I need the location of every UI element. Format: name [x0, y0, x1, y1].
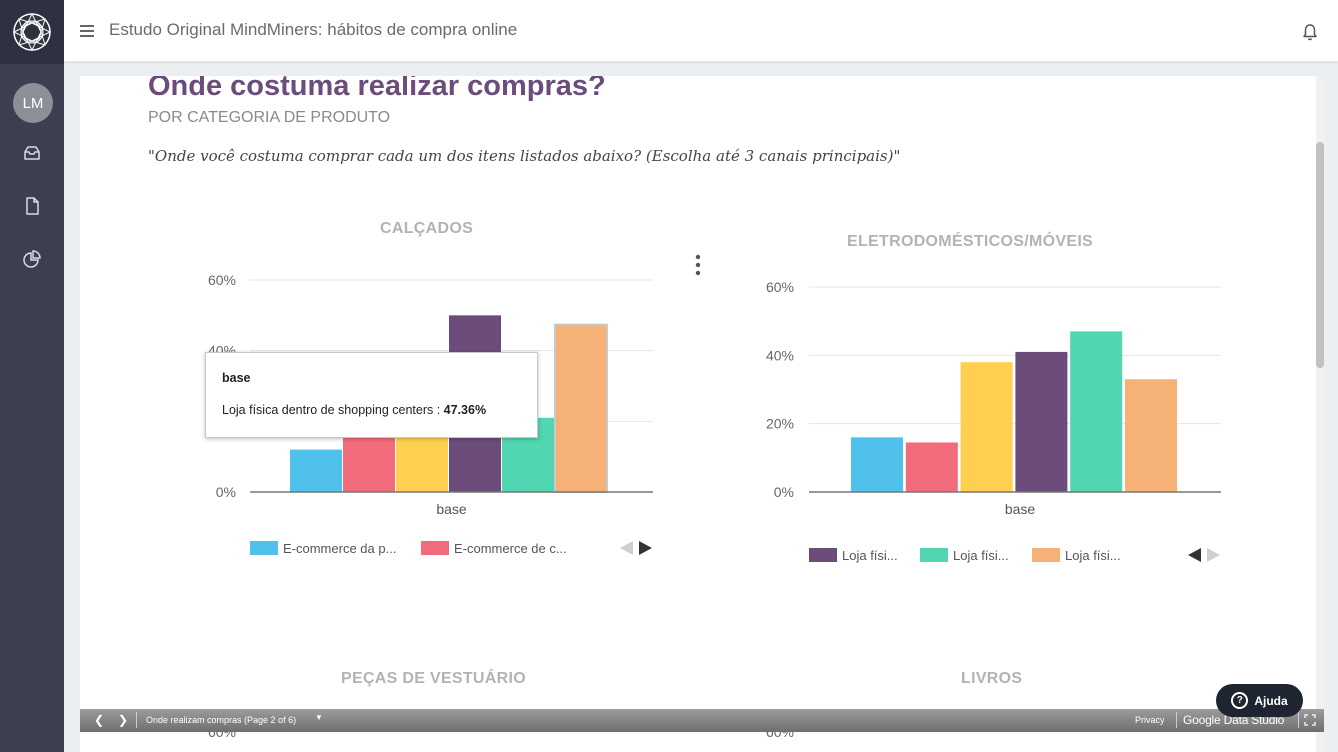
report-canvas: Onde costuma realizar compras? POR CATEG… — [80, 76, 1316, 752]
footer-divider — [1176, 712, 1177, 728]
bar — [960, 362, 1013, 492]
fullscreen-icon[interactable] — [1304, 714, 1316, 728]
pie-chart-icon[interactable] — [22, 249, 42, 269]
page-title: Onde costuma realizar compras? — [148, 76, 606, 102]
chart-title-livros: LIVROS — [961, 670, 1023, 687]
prev-page-icon[interactable]: ❮ — [94, 713, 105, 727]
hamburger-menu-icon[interactable] — [80, 24, 94, 37]
avatar[interactable]: LM — [13, 83, 53, 123]
legend-label: Loja físi... — [1065, 548, 1121, 563]
bar — [851, 437, 903, 492]
y-tick-label: 0% — [216, 484, 236, 500]
page-subtitle: POR CATEGORIA DE PRODUTO — [148, 109, 391, 126]
legend-prev-icon[interactable] — [620, 541, 633, 555]
chart-title-calcados: CALÇADOS — [380, 220, 474, 237]
legend-swatch — [920, 548, 948, 562]
footer-divider — [136, 712, 137, 728]
help-label: Ajuda — [1254, 693, 1288, 708]
chevron-down-icon[interactable]: ▼ — [315, 713, 323, 722]
mindminers-logo-icon[interactable] — [0, 0, 64, 64]
next-page-icon[interactable]: ❯ — [118, 713, 129, 727]
legend-label: E-commerce da p... — [283, 541, 396, 556]
document-icon[interactable] — [22, 196, 42, 216]
y-tick-label: 60% — [208, 272, 236, 288]
chart-tooltip: base Loja física dentro de shopping cent… — [205, 352, 538, 438]
bar — [1070, 331, 1123, 492]
x-tick-label: base — [1005, 501, 1036, 517]
tooltip-label: Loja física dentro de shopping centers : — [222, 403, 444, 417]
legend-prev-icon[interactable] — [1188, 548, 1201, 562]
y-tick-label: 40% — [766, 347, 794, 363]
chart-title-vestuario: PEÇAS DE VESTUÁRIO — [341, 670, 526, 687]
tooltip-body: Loja física dentro de shopping centers :… — [222, 403, 521, 417]
legend-label: E-commerce de c... — [454, 541, 567, 556]
sidebar: LM — [0, 0, 64, 752]
help-icon: ? — [1231, 692, 1249, 709]
bar — [905, 442, 958, 492]
scrollbar-thumb[interactable] — [1316, 142, 1324, 368]
bar — [290, 449, 342, 492]
inbox-icon[interactable] — [22, 143, 42, 163]
legend-next-icon[interactable] — [639, 541, 652, 555]
legend-swatch — [250, 541, 278, 555]
legend-swatch — [809, 548, 837, 562]
bar — [554, 323, 608, 493]
charts-canvas: 60% 40% 20% 0% base E-commerce da p... E-comme… — [208, 272, 1221, 740]
help-button[interactable]: ? Ajuda — [1216, 684, 1303, 717]
legend-next-icon[interactable] — [1207, 548, 1220, 562]
tooltip-title: base — [222, 371, 251, 385]
report-title: Estudo Original MindMiners: hábitos de c… — [109, 20, 518, 39]
legend-swatch — [421, 541, 449, 555]
y-tick-label: 60% — [766, 279, 794, 295]
page-selector[interactable]: Onde realizam compras (Page 2 of 6) — [146, 715, 297, 725]
legend-swatch — [1032, 548, 1060, 562]
footer-divider — [1298, 712, 1299, 728]
x-tick-label: base — [436, 501, 467, 517]
legend-label: Loja físi... — [953, 548, 1009, 563]
bar — [396, 428, 448, 492]
y-tick-label: 20% — [766, 416, 794, 432]
top-bar: Estudo Original MindMiners: hábitos de c… — [64, 0, 1338, 62]
y-tick-label: 0% — [774, 484, 794, 500]
scrollbar-track[interactable] — [1316, 76, 1324, 752]
more-options-icon[interactable] — [695, 254, 701, 276]
tooltip-value: 47.36% — [443, 403, 487, 417]
report-footer: ❮ ❯ Onde realizam compras (Page 2 of 6) … — [80, 709, 1324, 732]
privacy-link[interactable]: Privacy — [1135, 715, 1165, 725]
bar — [1125, 379, 1177, 492]
survey-question: "Onde você costuma comprar cada um dos i… — [148, 147, 901, 165]
bar — [1015, 351, 1068, 492]
legend-label: Loja físi... — [842, 548, 898, 563]
bell-icon[interactable] — [1300, 22, 1320, 42]
chart-title-eletrodomesticos: ELETRODOMÉSTICOS/MÓVEIS — [847, 233, 1094, 250]
